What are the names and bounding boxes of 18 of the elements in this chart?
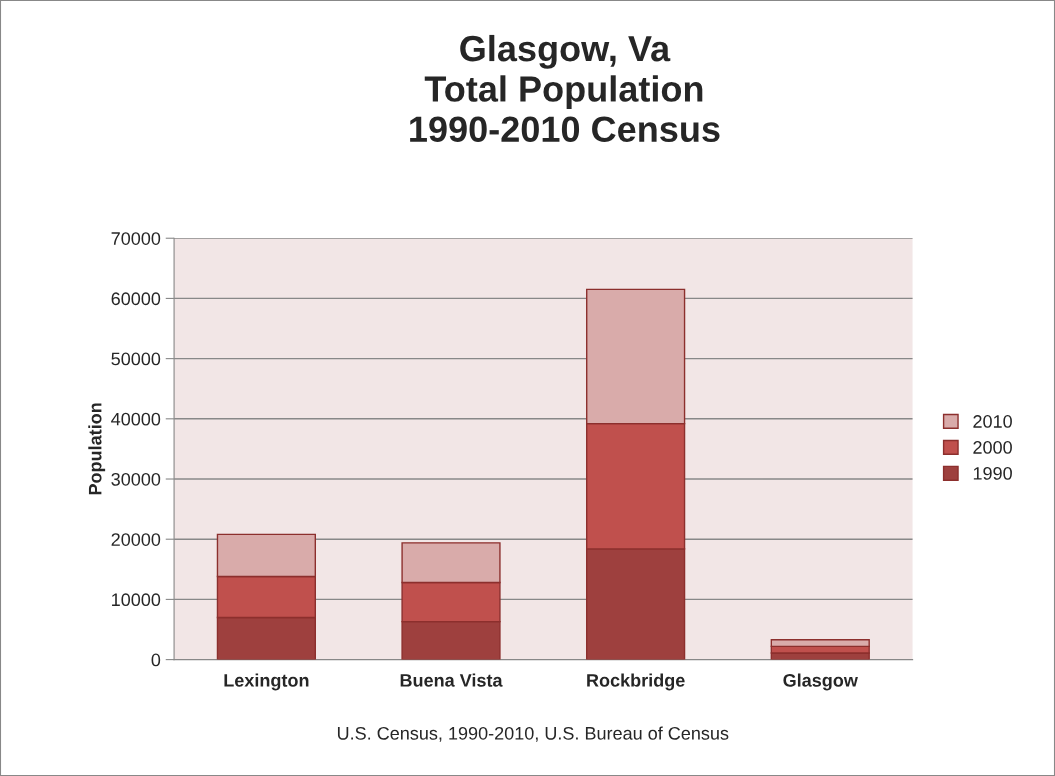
x-tick-label: Rockbridge	[587, 673, 685, 691]
y-tick-label: 20000	[111, 533, 161, 546]
x-tick-label: Glasgow	[783, 673, 858, 691]
x-tick-label: Buena Vista	[400, 673, 503, 687]
y-tick-label: 0	[151, 653, 161, 667]
y-tick-label: 40000	[111, 412, 161, 426]
y-tick-label: 70000	[111, 232, 161, 245]
chart-title: Glasgow, Va Total Population 1990-2010 Census	[410, 34, 720, 143]
y-tick-label: 60000	[111, 292, 161, 306]
x-tick-label: Lexington	[224, 673, 309, 691]
y-tick-label: 50000	[111, 352, 161, 366]
legend-label: 1990	[973, 466, 1012, 480]
legend-label: 2010	[973, 415, 1012, 428]
y-tick-label: 10000	[112, 593, 161, 607]
legend-label: 2000	[973, 441, 1012, 454]
y-tick-label: 30000	[111, 472, 161, 486]
y-axis-title: Population	[88, 403, 106, 495]
text: U.S. Census, 1990-2010, U.S. Bureau of Census	[337, 726, 729, 742]
